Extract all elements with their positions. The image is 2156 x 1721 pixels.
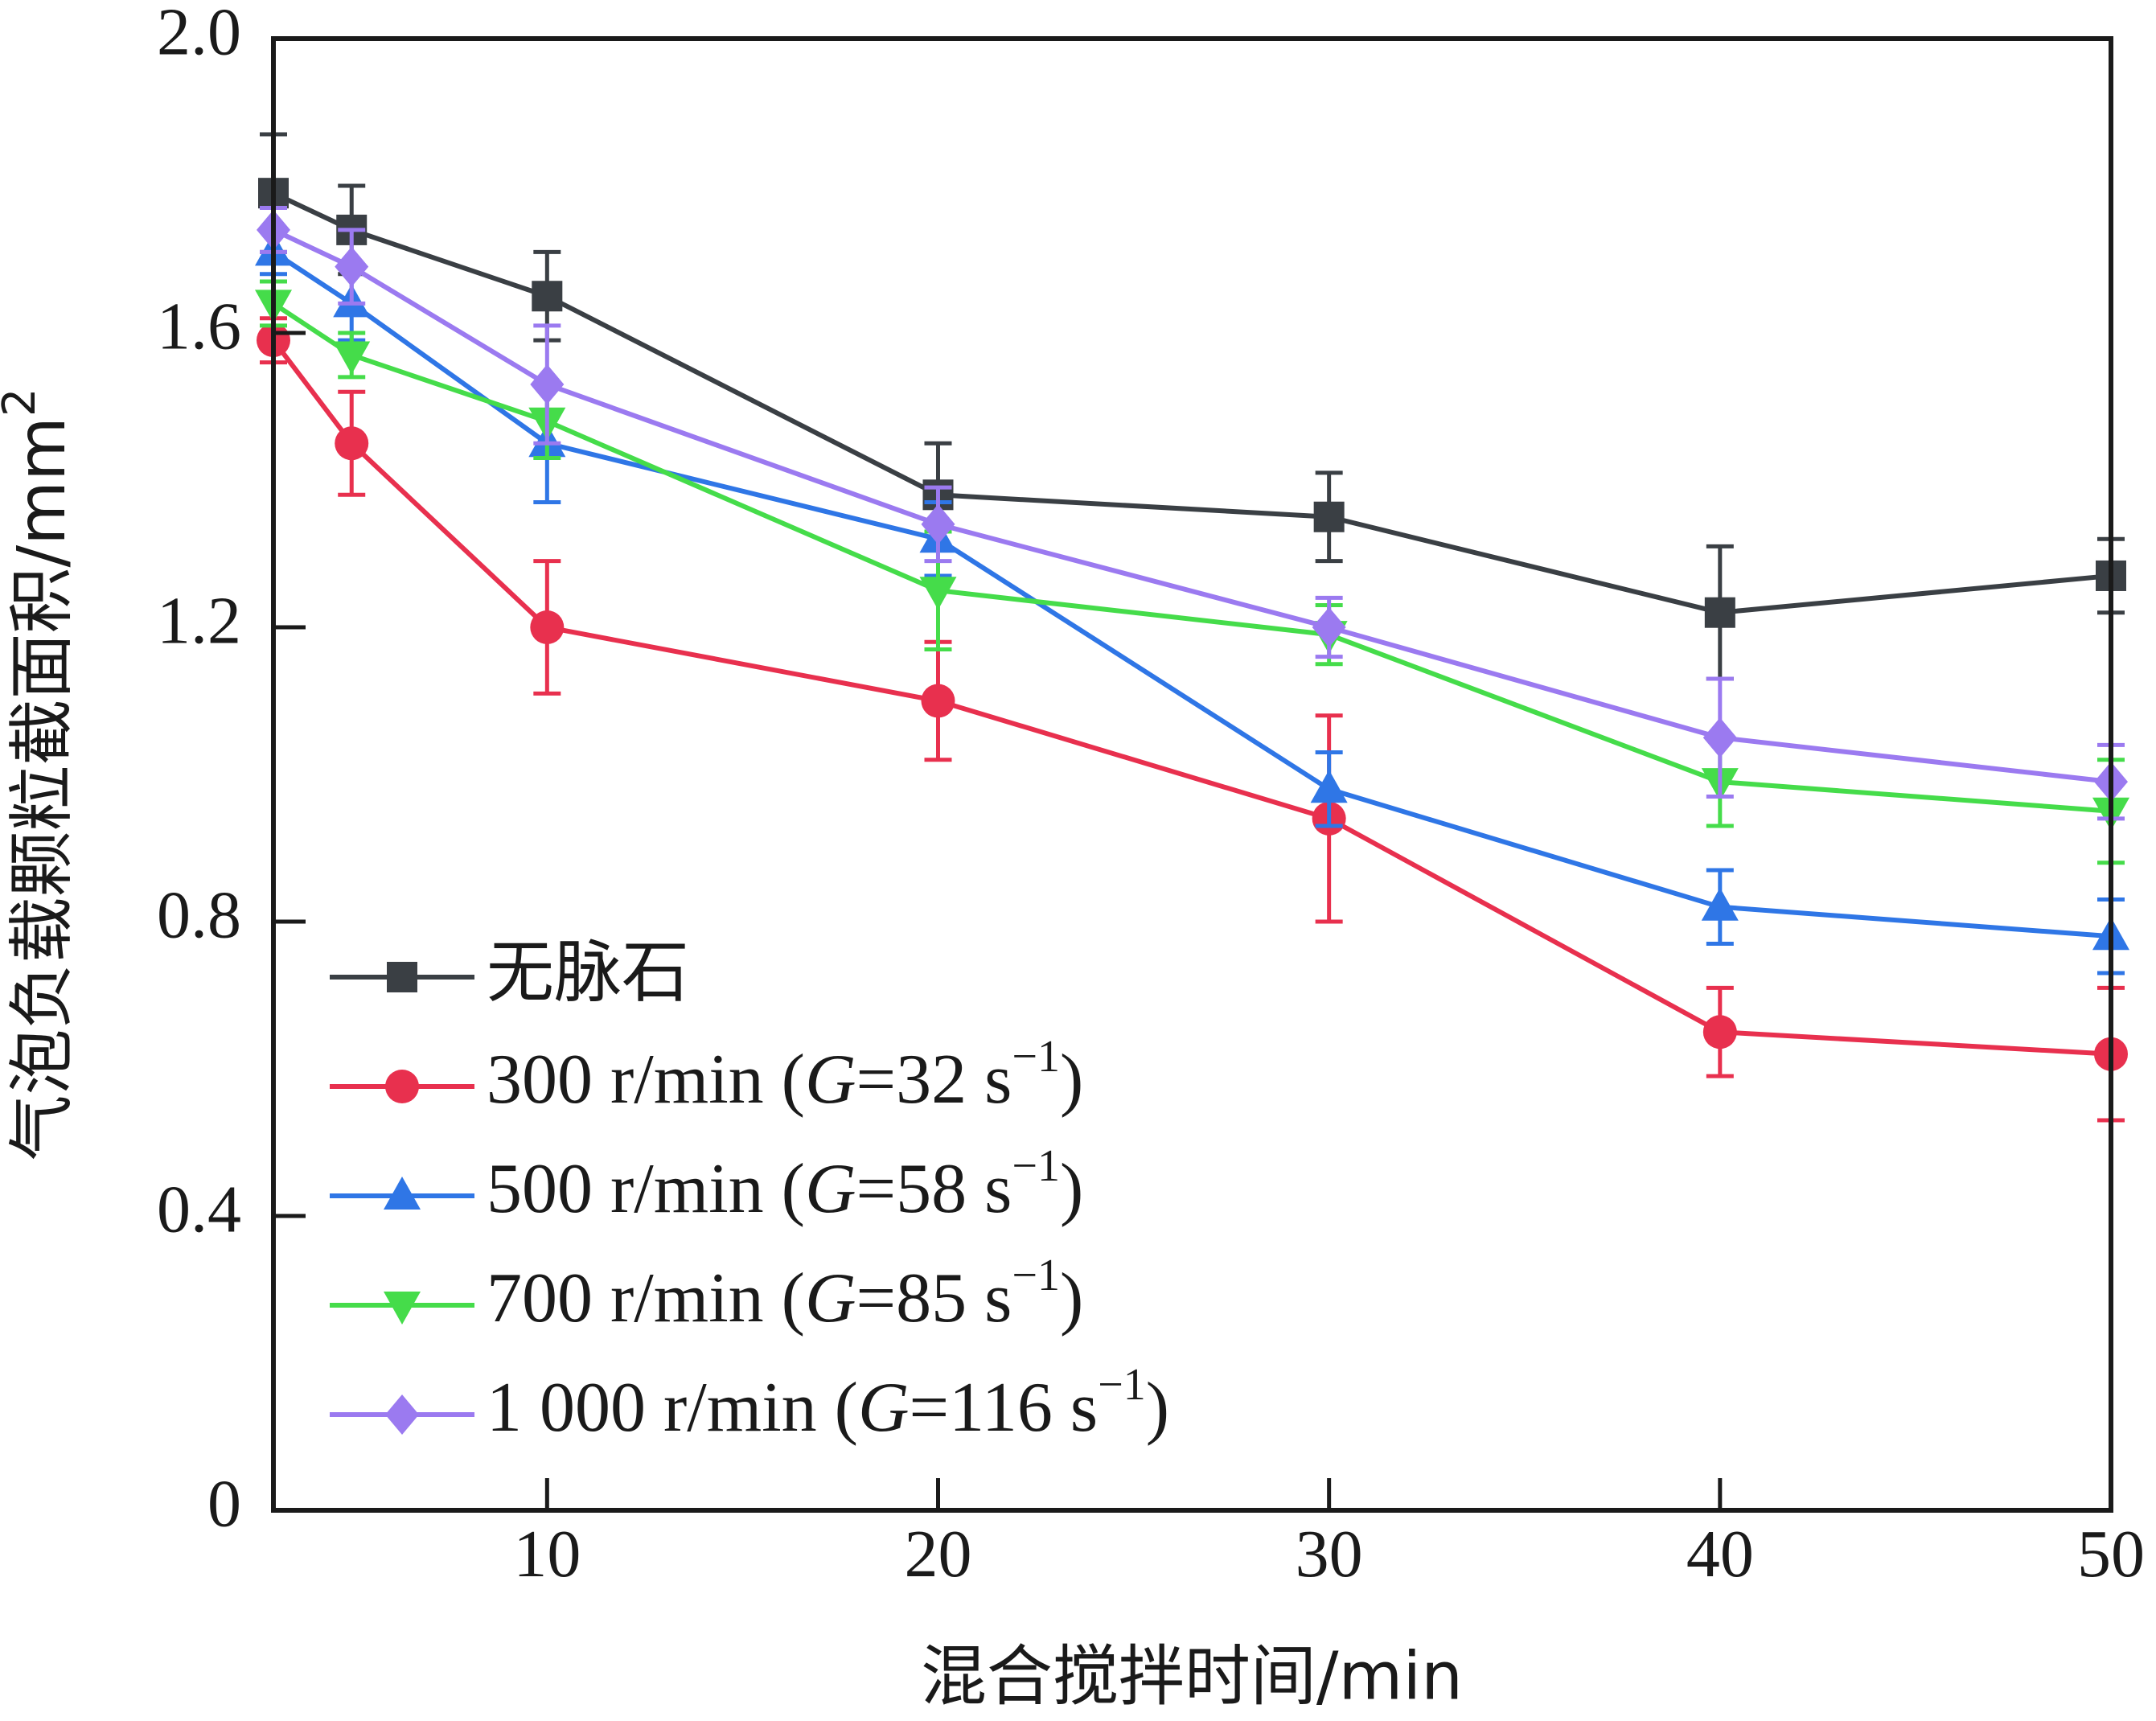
legend-label-text: =116 s <box>910 1369 1099 1447</box>
y-tick-label: 0 <box>207 1466 241 1541</box>
legend-marker <box>384 1177 421 1210</box>
data-point <box>333 341 371 375</box>
legend-label-sup: −1 <box>1012 1141 1060 1191</box>
legend-label-text: =85 s <box>856 1259 1012 1337</box>
legend-label-text: =58 s <box>856 1150 1012 1228</box>
y-tick-label: 0.4 <box>157 1172 241 1247</box>
legend-marker <box>385 1070 419 1103</box>
legend-label-text: =32 s <box>856 1041 1012 1119</box>
plot-frame <box>271 36 2113 1513</box>
legend-label-sup: −1 <box>1012 1251 1060 1300</box>
x-tick-label: 50 <box>2077 1517 2145 1592</box>
legend-label-text: ) <box>1146 1369 1169 1447</box>
x-tick-label: 30 <box>1296 1517 1363 1592</box>
legend-label: 无脉石 <box>487 933 689 1012</box>
legend-label: 300 r/min (G=32 s−1) <box>487 1032 1083 1119</box>
axis-ticks: 10 20 30 40 50 0 0.4 0.8 1.2 1.6 2.0 <box>157 0 2145 1592</box>
legend-label-text: 1 000 r/min ( <box>487 1369 858 1447</box>
y-axis-title-text: 气泡负载颗粒截面积/mm <box>4 417 80 1160</box>
legend-item: 无脉石 <box>330 933 689 1012</box>
legend-label-text: ) <box>1060 1041 1083 1119</box>
legend-label-text: ) <box>1060 1150 1083 1228</box>
legend-item: 500 r/min (G=58 s−1) <box>330 1141 1083 1228</box>
data-point <box>530 364 565 405</box>
series-group <box>258 132 2126 681</box>
series-group <box>257 205 2128 821</box>
x-tick-label: 10 <box>513 1517 581 1592</box>
legend-label-text: 无脉石 <box>487 933 689 1012</box>
series-group <box>257 316 2128 1123</box>
legend-item: 300 r/min (G=32 s−1) <box>330 1032 1083 1119</box>
legend-label-italic: G <box>805 1041 856 1119</box>
data-point <box>921 684 955 718</box>
legend-marker <box>385 1394 419 1435</box>
legend-label-text: 300 r/min ( <box>487 1041 805 1119</box>
plot-area <box>255 132 2129 1123</box>
legend-label-sup: −1 <box>1012 1032 1060 1082</box>
data-point <box>1313 501 1345 532</box>
x-tick-label: 40 <box>1686 1517 1754 1592</box>
legend-label-text: ) <box>1060 1259 1083 1337</box>
y-axis-title-sup: 2 <box>0 388 46 417</box>
legend-label-italic: G <box>805 1259 856 1337</box>
data-point <box>919 577 957 610</box>
y-tick-label: 2.0 <box>157 0 241 69</box>
data-point <box>1702 1015 1737 1049</box>
legend-label-italic: G <box>858 1369 910 1447</box>
legend-marker <box>384 1292 421 1325</box>
legend-label: 700 r/min (G=85 s−1) <box>487 1251 1083 1337</box>
data-point <box>335 426 369 461</box>
legend-label-text: 500 r/min ( <box>487 1150 805 1228</box>
y-tick-label: 1.6 <box>157 289 241 364</box>
x-tick-label: 20 <box>904 1517 971 1592</box>
legend-label: 500 r/min (G=58 s−1) <box>487 1141 1083 1228</box>
data-point <box>1701 887 1739 921</box>
legend-item: 700 r/min (G=85 s−1) <box>330 1251 1083 1337</box>
data-point <box>335 246 369 287</box>
legend-label: 1 000 r/min (G=116 s−1) <box>487 1360 1169 1447</box>
legend-label-text: 700 r/min ( <box>487 1259 805 1337</box>
y-tick-label: 1.2 <box>157 583 241 658</box>
legend-marker <box>387 962 417 992</box>
data-point <box>921 503 955 544</box>
data-point <box>1702 717 1737 758</box>
x-axis-title: 混合搅拌时间/min <box>921 1638 1463 1715</box>
data-point <box>530 610 565 644</box>
y-tick-label: 0.8 <box>157 877 241 952</box>
data-point <box>1312 607 1346 647</box>
data-point <box>1310 770 1348 803</box>
data-point <box>1704 597 1735 628</box>
y-axis-title: 气泡负载颗粒截面积/mm2 <box>0 388 80 1160</box>
legend-label-italic: G <box>805 1150 856 1228</box>
legend-item: 1 000 r/min (G=116 s−1) <box>330 1360 1169 1447</box>
data-point <box>532 281 563 312</box>
legend-label-sup: −1 <box>1098 1360 1146 1410</box>
